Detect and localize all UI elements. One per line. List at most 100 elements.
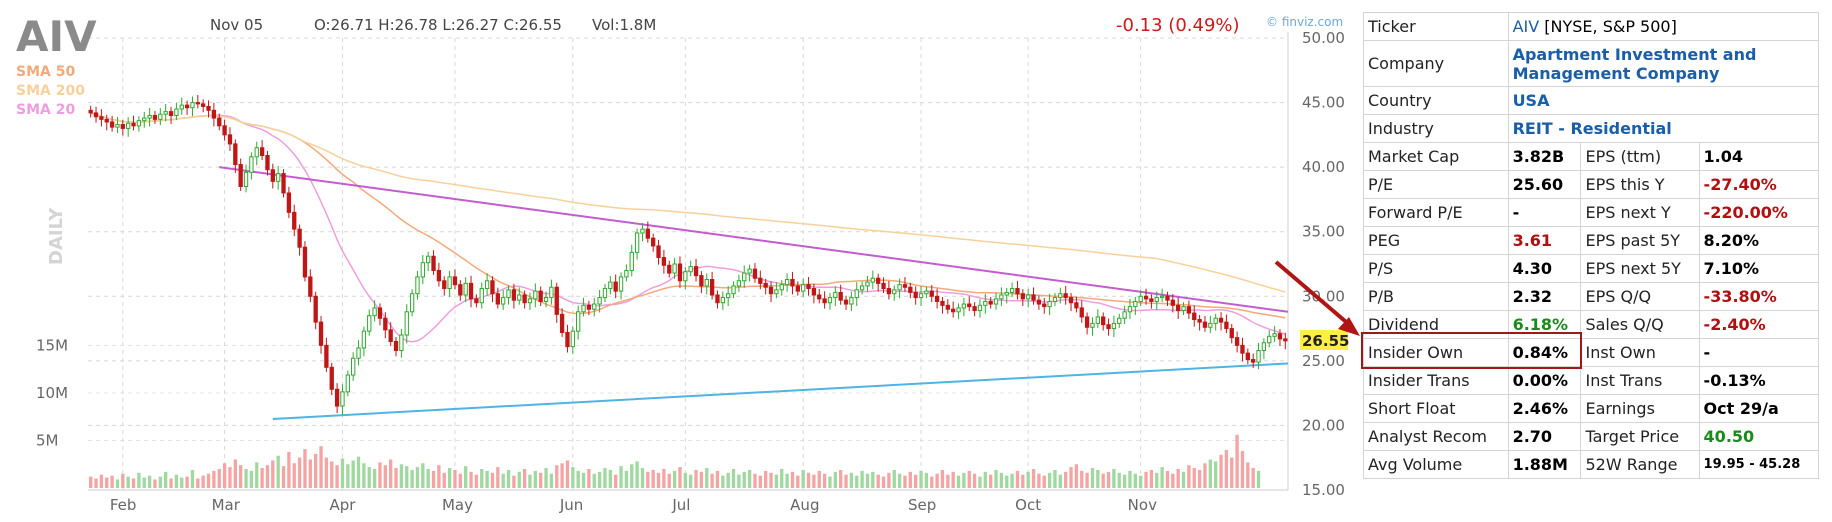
volume-bar [839,469,843,488]
volume-bar [539,472,543,488]
month-label: Jun [559,496,583,514]
metric-label: Inst Own [1580,338,1700,367]
candle-body [501,297,506,305]
candle-body [1106,324,1111,330]
candle-body [463,282,468,296]
candle-body [613,281,618,292]
volume-bar [1165,470,1170,488]
metric-label: Short Float [1363,394,1509,423]
candle-body [554,286,559,315]
volume-bar [410,469,414,488]
volume-bar [1224,450,1229,488]
metric-value: -27.40% [1698,170,1820,199]
price-tick-label: 25.00 [1302,352,1345,370]
volume-bar [1026,471,1030,488]
volume-bar [383,465,387,488]
metric-label: EPS next 5Y [1580,254,1700,283]
volume-bar [458,473,462,488]
candle-body [634,232,640,253]
candle-body [967,303,972,308]
volume-bar [758,475,762,488]
volume-bar [881,476,886,488]
candle-body [576,311,581,332]
metric-label: 52W Range [1580,450,1700,479]
volume-bar [260,468,264,488]
industry-link[interactable]: REIT - Residential [1507,114,1820,143]
candle-body [1101,316,1106,326]
candle-body [393,340,399,352]
volume-bar [903,475,907,488]
volume-bar [581,472,586,488]
candle-body [602,288,608,299]
volume-bar [314,453,318,488]
country-link[interactable]: USA [1507,86,1820,115]
change-label: -0.13 (0.49%) [1116,15,1240,36]
candle-body [1058,293,1063,299]
candle-body [190,102,195,109]
candle-body [522,294,527,304]
candle-body [651,237,656,247]
row-ticker: Ticker AIV [NYSE, S&P 500] [1363,12,1820,41]
candle-body [699,275,704,287]
volume-bar [453,469,457,488]
volume-bar [1149,469,1154,488]
candle-body [334,388,340,407]
volume-bar [940,469,945,488]
candle-body [742,272,747,282]
candle-body [158,113,163,120]
metric-value: - [1698,338,1820,367]
volume-bar [94,478,98,488]
candle-body [458,284,463,296]
volume-bar [710,473,714,488]
volume-bar [715,470,720,488]
volume-bar [340,458,345,488]
volume-bar [876,474,880,488]
candle-body [484,280,490,290]
metric-row: P/B 2.32 EPS Q/Q -33.80% [1363,282,1820,311]
volume-bar [833,471,837,488]
candle-body [115,124,120,128]
volume-bar [308,459,312,488]
company-link[interactable]: Apartment Investment and Management Comp… [1507,40,1820,87]
volume-bar [667,473,671,488]
volume-bar [485,470,489,488]
volume-bar [490,472,495,488]
ticker-link[interactable]: AIV [1512,17,1540,36]
candle-body [924,290,929,295]
volume-bar [962,472,966,488]
trend-lines [219,166,1289,420]
volume-bar [1251,468,1255,488]
volume-bar [1047,472,1052,488]
ticker-exchange: [NYSE, S&P 500] [1544,17,1677,36]
volume-bar [1005,475,1009,488]
candle-body [120,124,125,129]
volume-bar [705,468,709,488]
candle-body [206,105,211,111]
volume-bar [640,468,645,488]
price-tick-label: 35.00 [1302,223,1345,241]
volume-bar [656,472,661,488]
volume-bar [780,469,784,488]
metric-label: EPS Q/Q [1580,282,1700,311]
volume-bar [405,466,409,488]
volume-bar [1064,471,1068,488]
month-label: May [442,496,473,514]
candle-body [726,293,731,299]
volume-bar [549,473,554,488]
candle-body [1208,322,1213,328]
candle-body [93,112,99,118]
ticker-title: AIV [16,12,97,61]
candle-body [447,276,452,290]
volume-bar [1010,473,1014,488]
candle-body [806,284,811,290]
volume-bar [560,463,564,488]
legend-sma20: SMA 20 [16,102,75,118]
candle-body [179,104,184,110]
candle-body [506,289,511,299]
candle-body [1138,295,1143,302]
volume-bar [147,475,152,488]
volume-bar [646,471,650,488]
volume-bar [817,470,821,488]
candle-body [442,280,447,290]
volume-bar [790,471,795,488]
